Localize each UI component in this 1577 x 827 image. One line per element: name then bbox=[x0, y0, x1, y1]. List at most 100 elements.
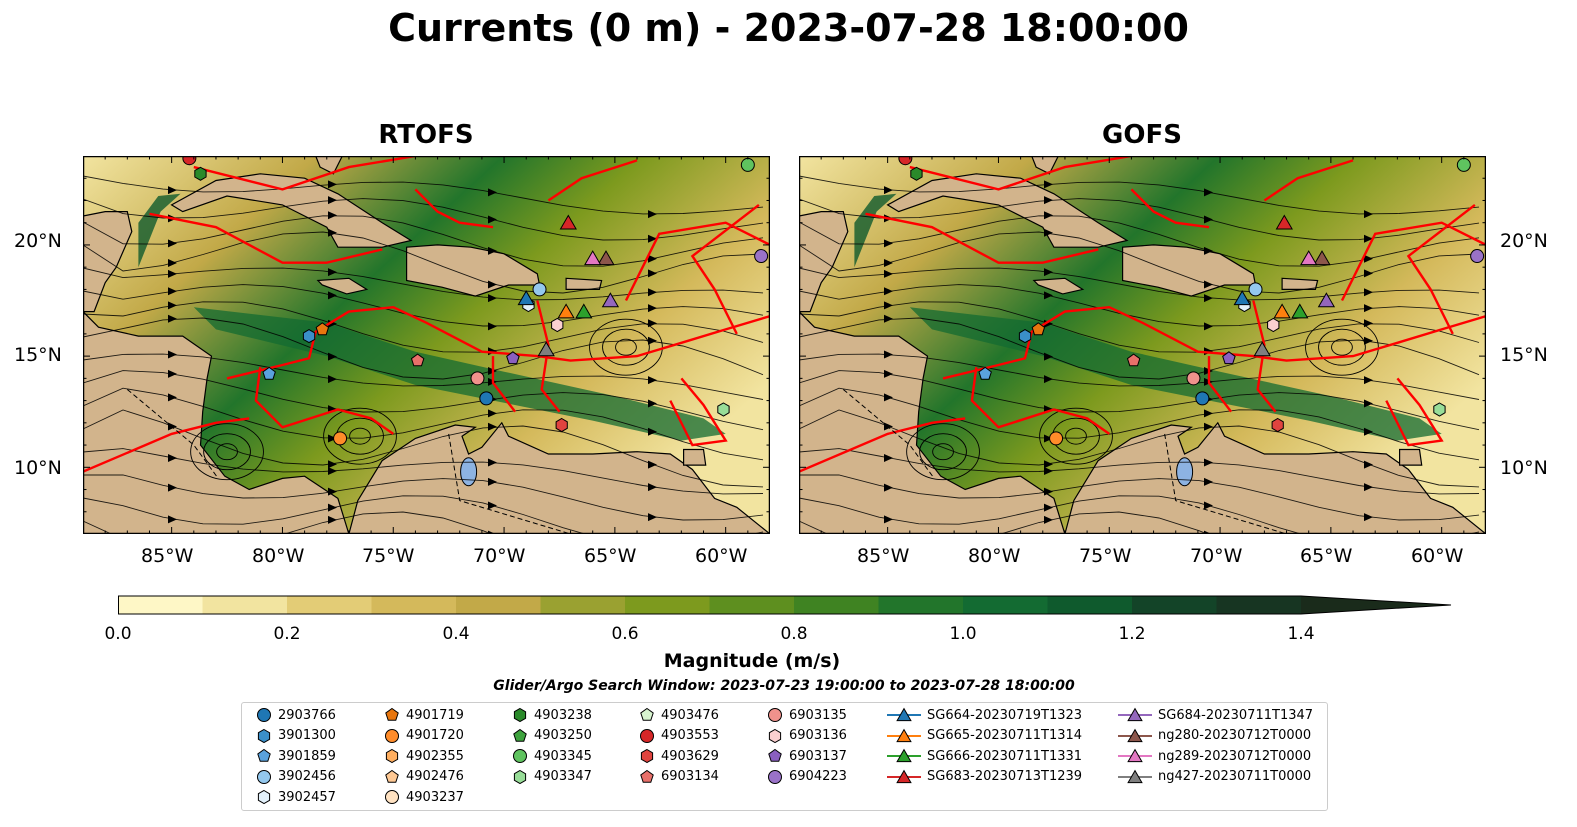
legend-marker bbox=[513, 769, 527, 784]
colorbar-bin bbox=[287, 596, 372, 614]
legend-entry: ng280-20230712T0000 bbox=[1118, 726, 1311, 746]
float-marker-4903347 bbox=[717, 402, 730, 417]
country-border bbox=[1164, 433, 1287, 534]
legend: 2903766 3901300 3901859 3902456 3902457 49017… bbox=[241, 702, 1328, 811]
legend-marker-hexagon bbox=[385, 748, 399, 764]
float-marker-3902456 bbox=[1248, 282, 1263, 297]
legend-entry: SG684-20230711T1347 bbox=[1118, 705, 1313, 725]
glider-marker-SG665-20230711T1314 bbox=[557, 303, 575, 319]
float-marker-6903136 bbox=[1267, 317, 1280, 333]
lon-label-75w-right: 75°W bbox=[1079, 545, 1132, 567]
legend-label: 4903553 bbox=[661, 728, 719, 743]
land-yucatan bbox=[799, 211, 849, 313]
float-marker-3902456 bbox=[532, 282, 547, 297]
legend-entry: 6904223 bbox=[767, 767, 847, 787]
eddie-streamline bbox=[1305, 318, 1379, 376]
eddie-streamline bbox=[932, 443, 954, 461]
colorbar-bin bbox=[794, 596, 879, 614]
glider-marker-ng427-20230711T0000 bbox=[537, 341, 555, 357]
legend-entry: 6903137 bbox=[767, 746, 847, 766]
lon-label-85w-right: 85°W bbox=[857, 545, 910, 567]
float-marker-4903345 bbox=[1456, 157, 1471, 172]
legend-marker-circle bbox=[768, 769, 782, 784]
legend-marker-circle bbox=[385, 728, 399, 743]
legend-label: 4903237 bbox=[406, 789, 464, 805]
legend-marker bbox=[1127, 748, 1143, 763]
legend-entry: 4903629 bbox=[639, 746, 719, 766]
yucatan-current bbox=[854, 193, 897, 268]
float-marker-6904223 bbox=[754, 249, 769, 264]
legend-marker-triangle bbox=[887, 728, 921, 742]
legend-entry: ng427-20230711T0000 bbox=[1118, 767, 1311, 787]
legend-entry: 4901719 bbox=[384, 705, 464, 725]
lon-label-80w-right: 80°W bbox=[968, 545, 1021, 567]
legend-marker bbox=[1127, 707, 1143, 722]
legend-label: 4903629 bbox=[661, 748, 719, 764]
legend-marker-pentagon bbox=[385, 769, 399, 783]
legend-marker bbox=[640, 707, 654, 721]
legend-marker-triangle bbox=[1118, 707, 1152, 722]
legend-label: 4903476 bbox=[661, 707, 719, 723]
float-marker-4903629 bbox=[1271, 417, 1284, 433]
legend-label: 6903135 bbox=[789, 707, 847, 723]
legend-label: ng289-20230712T0000 bbox=[1158, 748, 1312, 764]
legend-marker bbox=[385, 707, 399, 721]
streamlines bbox=[799, 175, 1480, 534]
eddie-streamline bbox=[1318, 328, 1366, 366]
eez-boundaries bbox=[83, 156, 770, 473]
legend-entry: 4902355 bbox=[384, 746, 464, 766]
colorbar-bin bbox=[625, 596, 710, 614]
lon-label-60w-left: 60°W bbox=[695, 545, 748, 567]
legend-label: 6903136 bbox=[789, 728, 847, 743]
panel-title-gofs: GOFS bbox=[1102, 120, 1182, 150]
glider-marker-SG664-20230719T1323 bbox=[1233, 290, 1251, 306]
map-rtofs bbox=[83, 156, 770, 534]
figure-title: Currents (0 m) - 2023-07-28 18:00:00 bbox=[388, 6, 1189, 50]
legend-marker bbox=[768, 769, 782, 784]
legend-marker-triangle bbox=[887, 748, 921, 763]
legend-marker bbox=[257, 769, 271, 784]
legend-marker-triangle bbox=[1118, 748, 1152, 763]
float-marker-2903766 bbox=[479, 391, 494, 406]
legend-entry: 6903134 bbox=[639, 767, 719, 787]
eez-boundaries bbox=[799, 156, 1486, 473]
lon-label-60w-right: 60°W bbox=[1411, 545, 1464, 567]
colorbar-extend-arrow bbox=[1301, 596, 1451, 614]
legend-marker-pentagon bbox=[385, 707, 399, 721]
legend-marker bbox=[513, 749, 527, 763]
legend-label: 3901859 bbox=[278, 748, 336, 764]
glider-marker-ng427-20230711T0000 bbox=[1253, 341, 1271, 357]
legend-entry: SG664-20230719T1323 bbox=[887, 705, 1082, 725]
legend-marker-circle bbox=[257, 769, 271, 784]
lon-label-75w-left: 75°W bbox=[362, 545, 415, 567]
float-marker-3901859 bbox=[262, 366, 276, 380]
legend-entry: 3902456 bbox=[256, 767, 336, 787]
land-bahamas bbox=[315, 156, 343, 175]
legend-marker bbox=[257, 708, 271, 722]
float-marker-4903629 bbox=[555, 417, 568, 433]
legend-marker bbox=[257, 789, 271, 805]
glider-marker-ng289-20230712T0000 bbox=[1300, 250, 1318, 266]
land-south-america bbox=[348, 421, 770, 534]
legend-entry: SG665-20230711T1314 bbox=[887, 726, 1082, 746]
legend-label: SG664-20230719T1323 bbox=[927, 707, 1083, 723]
legend-marker-pentagon bbox=[513, 728, 527, 742]
map-frame bbox=[83, 156, 770, 534]
legend-label: 6903134 bbox=[661, 769, 719, 784]
legend-marker bbox=[640, 728, 654, 743]
float-marker-4903345 bbox=[740, 157, 755, 172]
float-marker-4901720 bbox=[333, 431, 348, 446]
lat-label-15n-left: 15°N bbox=[14, 344, 62, 366]
float-marker-6903135 bbox=[1186, 371, 1201, 386]
float-marker-3901859 bbox=[978, 366, 992, 380]
caribbean-current-jet bbox=[193, 307, 726, 441]
legend-label: 4901719 bbox=[406, 707, 464, 723]
legend-marker-circle bbox=[257, 708, 271, 722]
colorbar-tick: 0.4 bbox=[442, 624, 470, 644]
legend-marker-circle bbox=[768, 708, 782, 722]
land-puerto-rico bbox=[1281, 277, 1319, 290]
country-border bbox=[843, 389, 935, 479]
legend-marker-hexagon bbox=[257, 728, 271, 743]
float-marker-4901720 bbox=[1049, 431, 1064, 446]
glider-marker-SG683-20230713T1239 bbox=[559, 214, 577, 230]
